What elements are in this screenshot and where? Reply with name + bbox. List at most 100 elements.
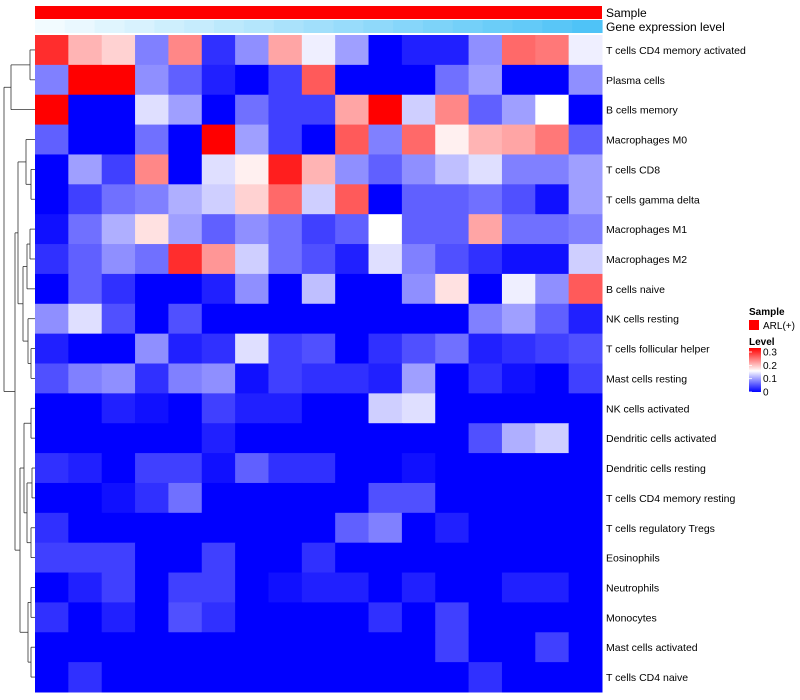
heatmap-cell [235, 124, 269, 155]
heatmap-cell [435, 482, 470, 514]
heatmap-cell [435, 124, 470, 155]
row-label: T cells CD8 [606, 164, 660, 176]
expression-track-cell [35, 20, 66, 33]
heatmap-cell [401, 393, 436, 424]
heatmap-cell [301, 572, 336, 603]
heatmap-cell [568, 94, 603, 126]
heatmap-cell [35, 244, 69, 275]
heatmap-cell [368, 154, 403, 185]
expression-track-cell [572, 20, 603, 33]
heatmap-cell [401, 632, 436, 663]
heatmap-cell [301, 154, 336, 185]
heatmap-cell [401, 512, 436, 544]
heatmap-cell [101, 602, 136, 633]
heatmap-cell [35, 184, 69, 215]
heatmap-cell [268, 124, 303, 155]
row-label: NK cells resting [606, 314, 679, 326]
heatmap-cell [568, 303, 603, 335]
row-label: T cells follicular helper [606, 344, 710, 356]
heatmap-cell [335, 94, 370, 126]
heatmap-cell [435, 184, 470, 215]
heatmap-cell [168, 184, 203, 215]
heatmap-cell [501, 363, 536, 394]
expression-track-cell [333, 20, 364, 33]
heatmap-cell [235, 244, 269, 275]
heatmap-cell [168, 632, 203, 663]
heatmap-cell [68, 214, 103, 245]
heatmap-cell [468, 64, 503, 96]
heatmap-cell [268, 154, 303, 185]
heatmap-cell [35, 214, 69, 245]
heatmap-cell [301, 35, 336, 66]
heatmap-cell [101, 453, 136, 484]
heatmap-cell [535, 94, 570, 126]
expression-track-cell [512, 20, 543, 33]
heatmap-cell [401, 333, 436, 364]
heatmap-cell [268, 214, 303, 245]
heatmap-cell [201, 512, 236, 544]
heatmap-cell [68, 333, 103, 364]
heatmap-cell [35, 273, 69, 305]
heatmap-cell [135, 572, 169, 603]
heatmap-cell [335, 303, 370, 335]
heatmap-cell [435, 154, 470, 185]
heatmap-cell [301, 333, 336, 364]
heatmap-cell [368, 512, 403, 544]
heatmap-cell [201, 542, 236, 574]
heatmap-cell [101, 333, 136, 364]
heatmap-cell [135, 363, 169, 394]
heatmap-cell [35, 572, 69, 603]
heatmap-cell [435, 244, 470, 275]
heatmap-cell [201, 602, 236, 633]
heatmap-cell [168, 453, 203, 484]
heatmap-cell [35, 303, 69, 335]
heatmap-cell [468, 303, 503, 335]
heatmap-cell [568, 453, 603, 484]
expression-track-cell [422, 20, 454, 33]
heatmap-cell [68, 482, 103, 514]
legend-sample-title: Sample [749, 307, 785, 318]
heatmap-cell [301, 273, 336, 305]
row-dendrogram [3, 49, 35, 678]
heatmap-cell [401, 363, 436, 394]
heatmap-cell [401, 423, 436, 454]
heatmap-cell [201, 333, 236, 364]
heatmap-cell [168, 333, 203, 364]
heatmap-cell [201, 572, 236, 603]
heatmap-cell [101, 572, 136, 603]
heatmap-cell [35, 35, 69, 66]
legend-sample-label: ARL(+) [763, 321, 795, 332]
heatmap-cell [301, 124, 336, 155]
heatmap-cell [201, 244, 236, 275]
heatmap-cell [401, 482, 436, 514]
heatmap-cell [235, 64, 269, 96]
heatmap-cell [235, 393, 269, 424]
heatmap-cell [335, 572, 370, 603]
heatmap-cell [335, 542, 370, 574]
expression-track-cell [124, 20, 155, 33]
heatmap-cell [468, 333, 503, 364]
heatmap-cell [501, 453, 536, 484]
heatmap-cell [268, 273, 303, 305]
heatmap-cell [68, 423, 103, 454]
heatmap-cell [68, 453, 103, 484]
row-label: T cells gamma delta [606, 194, 700, 206]
heatmap-cell [235, 363, 269, 394]
heatmap-cell [568, 423, 603, 454]
heatmap-cell [235, 632, 269, 663]
heatmap-cell [35, 662, 69, 693]
heatmap-cell [35, 482, 69, 514]
heatmap-cell [68, 35, 103, 66]
heatmap-cell [568, 512, 603, 544]
heatmap-cell [368, 184, 403, 215]
heatmap-cell [201, 632, 236, 663]
heatmap-cell [201, 124, 236, 155]
heatmap-cell [335, 482, 370, 514]
heatmap-cell [68, 124, 103, 155]
heatmap-cell [501, 482, 536, 514]
heatmap-cell [535, 602, 570, 633]
heatmap-cell [468, 273, 503, 305]
heatmap-cell [101, 662, 136, 693]
heatmap-cell [135, 453, 169, 484]
heatmap-cell [435, 35, 470, 66]
